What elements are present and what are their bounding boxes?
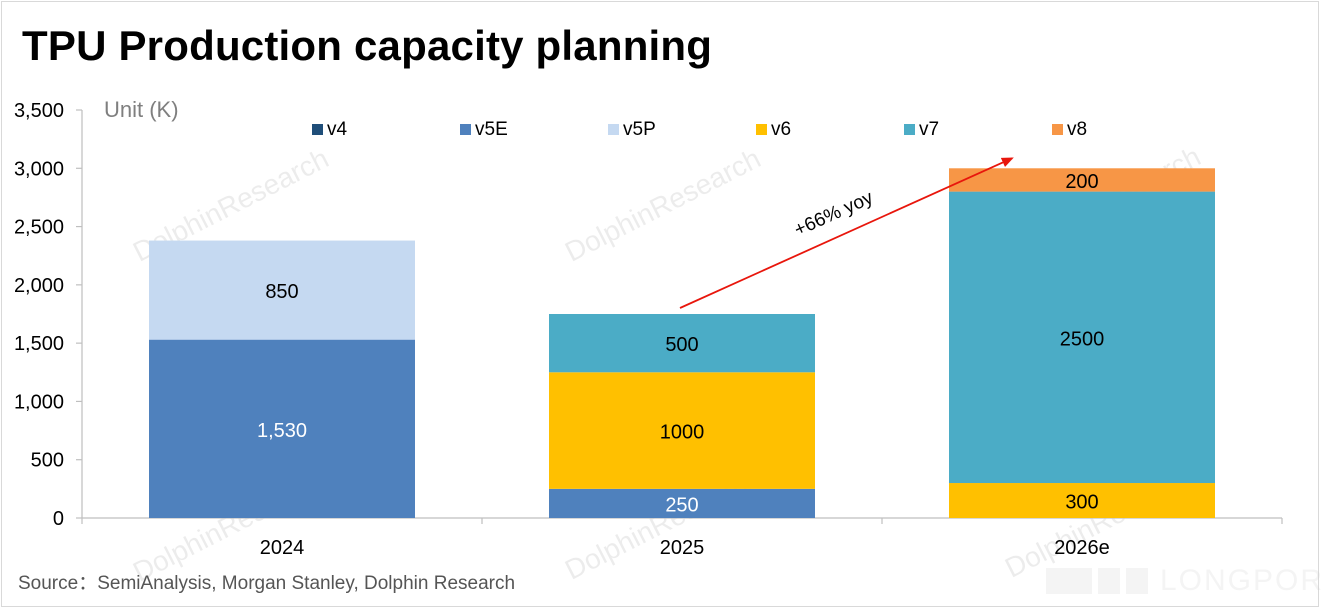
- legend-swatch-v5p: [608, 124, 619, 135]
- bar-segment-v6: [949, 483, 1215, 518]
- legend-swatch-v7: [904, 124, 915, 135]
- y-tick-label: 2,000: [14, 275, 64, 297]
- y-tick-label: 1,500: [14, 333, 64, 355]
- data-label: 850: [265, 281, 298, 303]
- data-label: 2500: [1060, 328, 1105, 350]
- data-label: 500: [665, 334, 698, 356]
- brand-logo-block: [1126, 568, 1148, 594]
- x-tick-label: 2026e: [1054, 537, 1110, 559]
- legend-label: v5E: [475, 119, 508, 140]
- growth-annotation-label: +66% yoy: [791, 187, 877, 241]
- x-tick-label: 2024: [260, 537, 305, 559]
- bars: [149, 168, 1215, 518]
- legend-swatch-v8: [1052, 124, 1063, 135]
- y-tick-label: 0: [53, 508, 64, 530]
- legend-swatch-v4: [312, 124, 323, 135]
- bar-segment-v5e: [549, 488, 815, 518]
- y-tick-label: 3,000: [14, 158, 64, 180]
- bar-segment-v5e: [149, 339, 415, 518]
- brand-logo: LONGPORT: [1046, 564, 1322, 598]
- brand-logo-text: LONGPORT: [1160, 564, 1322, 597]
- y-tick-label: 3,500: [14, 100, 64, 122]
- legend-label: v6: [771, 119, 791, 140]
- x-tick-label: 2025: [660, 537, 705, 559]
- bar-segment-v7: [949, 191, 1215, 484]
- legend-swatch-v6: [756, 124, 767, 135]
- legend-label: v8: [1067, 119, 1087, 140]
- chart-title: TPU Production capacity planning: [22, 22, 713, 69]
- data-label: 250: [665, 494, 698, 516]
- y-axis-unit-label: Unit (K): [104, 97, 179, 122]
- legend-label: v5P: [623, 119, 656, 140]
- data-label: 1,530: [257, 420, 307, 442]
- legend-swatch-v5e: [460, 124, 471, 135]
- bar-segment-v8: [949, 168, 1215, 192]
- segment-labels: 1,530 850 250 1000 500 300 2500 200: [257, 171, 1104, 516]
- bar-segment-v7: [549, 314, 815, 373]
- bar-segment-v6: [549, 372, 815, 489]
- legend-label: v7: [919, 119, 939, 140]
- brand-logo-block: [1046, 568, 1092, 594]
- data-label: 200: [1065, 171, 1098, 193]
- y-tick-label: 2,500: [14, 217, 64, 239]
- data-label: 1000: [660, 422, 705, 444]
- legend-label: v4: [327, 119, 348, 140]
- brand-logo-block: [1098, 568, 1120, 594]
- y-tick-label: 1,000: [14, 391, 64, 413]
- y-tick-label: 500: [31, 450, 64, 472]
- data-label: 300: [1065, 492, 1098, 514]
- legend: v4 v5E v5P v6 v7 v8: [312, 119, 1087, 140]
- growth-arrow: [679, 157, 1014, 309]
- source-note: Source：SemiAnalysis, Morgan Stanley, Dol…: [18, 573, 516, 594]
- bar-segment-v5p: [149, 240, 415, 340]
